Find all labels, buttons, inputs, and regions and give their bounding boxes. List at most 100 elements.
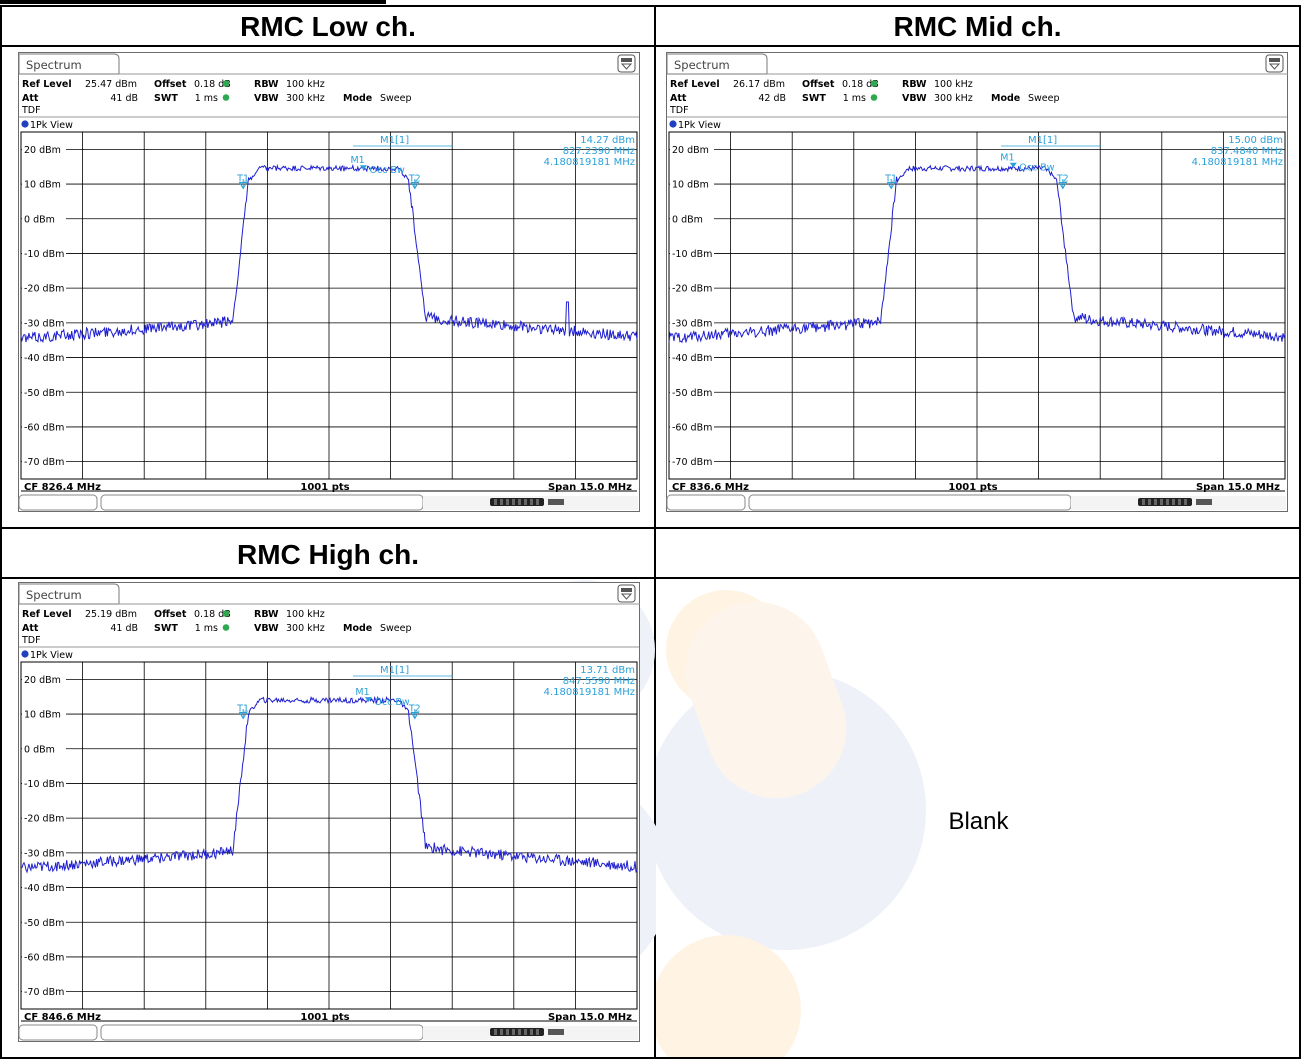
sweep-progress-segment xyxy=(530,1029,533,1035)
display-config-icon-arrow xyxy=(620,593,633,600)
spectrum-tab[interactable] xyxy=(18,583,120,605)
ref-level-value: 25.19 dBm xyxy=(85,609,137,620)
blank-cell-label: Blank xyxy=(948,808,1009,835)
rbw-value: 100 kHz xyxy=(286,609,325,620)
m1-marker-label: M1 xyxy=(350,155,364,166)
spectrum-panel-low: Spectrum Ref Level 25.47 dBm Offset 0.18 dB R… xyxy=(18,52,640,512)
y-tick-background xyxy=(670,247,714,259)
tdf-label: TDF xyxy=(669,105,689,116)
header-high-channel: RMC High ch. xyxy=(237,539,419,570)
y-tick-label: -50 dBm xyxy=(24,388,64,399)
y-tick-background xyxy=(22,881,66,893)
att-value: 42 dB xyxy=(758,93,786,104)
y-tick-background xyxy=(670,143,714,155)
y-tick-label: -60 dBm xyxy=(24,422,64,433)
t1-marker-triangle xyxy=(886,182,896,190)
status-message-field[interactable] xyxy=(100,494,424,511)
status-message-field[interactable] xyxy=(100,1024,424,1041)
vbw-value: 300 kHz xyxy=(286,623,325,634)
spectrum-svg: Spectrum Ref Level 25.19 dBm Offset 0.18 dB R… xyxy=(18,582,640,1042)
marker-readout-level: 14.27 dBm xyxy=(580,135,635,146)
y-tick-background xyxy=(670,386,714,398)
y-tick-label: 20 dBm xyxy=(24,145,61,156)
offset-label: Offset xyxy=(154,609,187,620)
swt-value: 1 ms xyxy=(195,623,218,634)
rbw-coupled-indicator xyxy=(870,80,878,87)
display-config-icon-bar xyxy=(621,58,632,62)
sweep-progress-segment xyxy=(1166,499,1169,505)
m1-marker-triangle xyxy=(359,165,367,171)
y-tick-label: -60 dBm xyxy=(672,422,712,433)
sweep-progress-segment xyxy=(1142,499,1145,505)
spectrum-tab[interactable] xyxy=(18,53,120,75)
occ-bw-readout: 4.180819181 MHz xyxy=(544,157,635,168)
rbw-value: 100 kHz xyxy=(286,79,325,90)
sweep-progress-segment xyxy=(512,499,515,505)
sweep-progress-segment xyxy=(536,1029,539,1035)
mode-value: Sweep xyxy=(1028,93,1060,104)
y-tick-background xyxy=(670,455,714,467)
m1-marker-label: M1 xyxy=(1000,153,1014,164)
sweep-progress-segment xyxy=(506,1029,509,1035)
swt-label: SWT xyxy=(154,93,178,104)
m1-marker-triangle xyxy=(364,697,372,703)
rbw-label: RBW xyxy=(254,79,279,90)
y-tick-background xyxy=(22,742,66,754)
y-tick-label: -30 dBm xyxy=(24,318,64,329)
t2-marker-label: T2 xyxy=(1056,174,1069,185)
t1-marker-triangle xyxy=(238,182,248,190)
t2-marker-triangle xyxy=(410,712,420,720)
marker-readout-frequency: 847.5590 MHz xyxy=(563,676,635,687)
marker-readout-frequency: 827.2390 MHz xyxy=(563,146,635,157)
mode-value: Sweep xyxy=(380,93,412,104)
t2-marker-triangle xyxy=(1058,182,1068,190)
y-tick-label: 20 dBm xyxy=(672,145,709,156)
y-tick-background xyxy=(670,212,714,224)
y-tick-background xyxy=(22,316,66,328)
span-value: Span 15.0 MHz xyxy=(548,482,632,493)
vbw-coupled-indicator xyxy=(222,94,230,101)
vbw-value: 300 kHz xyxy=(286,93,325,104)
y-tick-background xyxy=(22,351,66,363)
tdf-label: TDF xyxy=(21,635,41,646)
status-field-left[interactable] xyxy=(18,494,98,511)
y-tick-label: 10 dBm xyxy=(672,180,709,191)
y-tick-background xyxy=(22,455,66,467)
occ-bw-label: Occ Bw xyxy=(374,697,409,708)
watermark-logo xyxy=(656,580,1301,1057)
results-table xyxy=(0,5,1301,1059)
sweep-progress-icon xyxy=(1138,498,1192,506)
y-tick-background xyxy=(670,282,714,294)
mode-label: Mode xyxy=(991,93,1020,104)
y-tick-label: -70 dBm xyxy=(24,987,64,998)
att-label: Att xyxy=(670,93,687,104)
y-tick-label: -20 dBm xyxy=(24,814,64,825)
sweep-points: 1001 pts xyxy=(948,482,997,493)
status-field-left[interactable] xyxy=(18,1024,98,1041)
y-tick-label: -50 dBm xyxy=(24,918,64,929)
vbw-value: 300 kHz xyxy=(934,93,973,104)
status-glyph-icon xyxy=(548,1029,564,1035)
sweep-progress-segment xyxy=(1148,499,1151,505)
view-label: 1Pk View xyxy=(678,120,721,131)
sweep-progress-segment xyxy=(518,499,521,505)
vbw-label: VBW xyxy=(254,623,279,634)
sweep-progress-segment xyxy=(1154,499,1157,505)
table-row-divider xyxy=(0,577,1301,579)
ref-level-label: Ref Level xyxy=(22,79,72,90)
occ-bw-readout: 4.180819181 MHz xyxy=(544,687,635,698)
status-message-field[interactable] xyxy=(748,494,1072,511)
vbw-coupled-indicator xyxy=(870,94,878,101)
spectrum-tab-label: Spectrum xyxy=(26,58,82,72)
sweep-progress-segment xyxy=(524,499,527,505)
y-tick-label: 0 dBm xyxy=(672,214,703,225)
status-field-left[interactable] xyxy=(666,494,746,511)
sweep-progress-segment xyxy=(1184,499,1187,505)
header-mid-channel: RMC Mid ch. xyxy=(893,11,1062,42)
marker-readout-name: M1[1] xyxy=(1028,135,1057,146)
center-frequency: CF 826.4 MHz xyxy=(24,482,101,493)
swt-label: SWT xyxy=(802,93,826,104)
spectrum-tab[interactable] xyxy=(666,53,768,75)
rbw-coupled-indicator xyxy=(222,80,230,87)
y-tick-label: 0 dBm xyxy=(24,744,55,755)
